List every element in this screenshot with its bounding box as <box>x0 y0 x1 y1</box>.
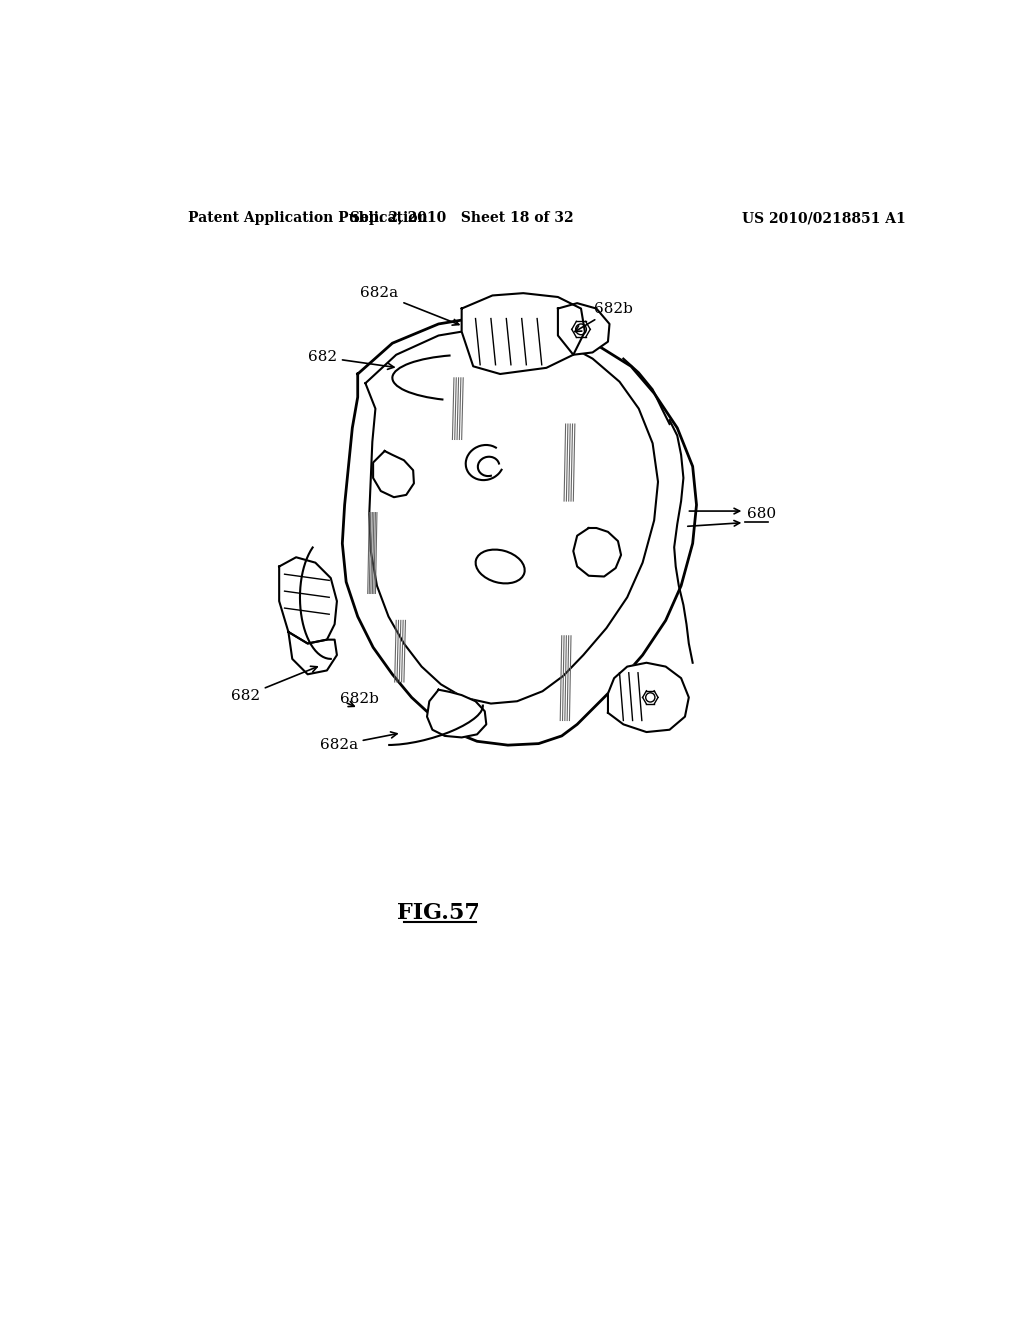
Text: FIG.57: FIG.57 <box>397 902 480 924</box>
Text: 682b: 682b <box>340 692 379 706</box>
Polygon shape <box>280 557 337 644</box>
Text: 682a: 682a <box>360 286 459 325</box>
Polygon shape <box>427 689 486 738</box>
Text: US 2010/0218851 A1: US 2010/0218851 A1 <box>741 211 905 226</box>
Text: Patent Application Publication: Patent Application Publication <box>188 211 428 226</box>
Polygon shape <box>608 663 689 733</box>
Text: Sep. 2, 2010   Sheet 18 of 32: Sep. 2, 2010 Sheet 18 of 32 <box>350 211 573 226</box>
Polygon shape <box>573 528 621 577</box>
Polygon shape <box>373 451 414 498</box>
Polygon shape <box>462 293 585 374</box>
Text: 682b: 682b <box>575 301 633 331</box>
Text: 680: 680 <box>746 507 776 521</box>
Polygon shape <box>558 304 609 355</box>
Text: 682: 682 <box>308 350 394 370</box>
Text: 682: 682 <box>230 667 317 702</box>
Polygon shape <box>289 632 337 675</box>
Text: 682a: 682a <box>319 731 397 752</box>
